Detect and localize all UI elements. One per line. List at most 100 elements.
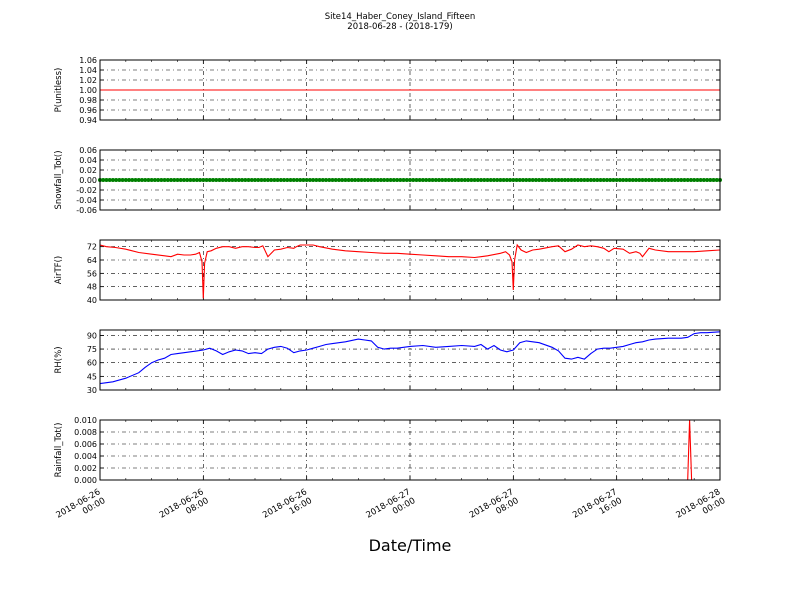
y-tick-label: 1.02 [79, 76, 97, 85]
series-point [181, 178, 186, 182]
y-tick-label: 72 [87, 243, 97, 252]
series-point [133, 178, 138, 182]
series-point [227, 178, 232, 182]
series-point [437, 178, 442, 182]
series-point [682, 178, 687, 182]
series-point [404, 178, 409, 182]
series-point [417, 178, 422, 182]
series-point [253, 178, 257, 182]
series-point [708, 178, 713, 182]
series-point [130, 178, 135, 182]
series-point [110, 178, 115, 182]
series-point [643, 178, 648, 182]
chart-title-line1: Site14_Haber_Coney_Island_Fifteen [325, 12, 476, 22]
series-point [472, 178, 477, 182]
series-point [663, 178, 668, 182]
y-tick-label: 0.000 [74, 476, 97, 485]
series-point [353, 178, 358, 182]
series-point [185, 178, 190, 182]
series-point [324, 178, 329, 182]
y-tick-label: 1.00 [79, 86, 97, 95]
panel-air-temperature: 40 48 56 64 72 AirTF() [54, 239, 721, 305]
series-point [288, 178, 293, 182]
series-point [262, 178, 267, 182]
series-point [501, 178, 506, 182]
series-point [366, 178, 371, 182]
series-point [466, 178, 471, 182]
series-point [414, 178, 419, 182]
series-point [301, 178, 306, 182]
y-tick-label: 0.06 [79, 146, 97, 155]
series-point [236, 178, 241, 182]
series-point [191, 178, 196, 182]
y-tick-label: 64 [87, 256, 97, 265]
series-point [408, 178, 412, 182]
series-point [433, 178, 438, 182]
series-point [220, 178, 225, 182]
series-point [320, 178, 325, 182]
series-point [566, 178, 571, 182]
series-point [272, 178, 277, 182]
series-point [275, 178, 280, 182]
series-point [178, 178, 183, 182]
series-point [640, 178, 645, 182]
series-point [604, 178, 609, 182]
y-tick-label: 0.02 [79, 166, 97, 175]
series-point [611, 178, 616, 182]
panel-snowfall: -0.06-0.04-0.020.000.020.040.06 Snowfall_… [54, 146, 722, 215]
series-point [314, 178, 319, 182]
series-point [521, 178, 526, 182]
series-point [249, 178, 254, 182]
series-point [650, 178, 655, 182]
series-point [666, 178, 671, 182]
series-point [278, 178, 283, 182]
series-point [495, 178, 500, 182]
y-tick-label: 56 [87, 269, 97, 278]
series-point [524, 178, 529, 182]
series-point [162, 178, 167, 182]
series-point [595, 178, 600, 182]
series-point [449, 178, 454, 182]
series-point [217, 178, 222, 182]
series-point [391, 178, 396, 182]
series-point [469, 178, 474, 182]
series-point [617, 178, 622, 182]
series-point [443, 178, 448, 182]
series-point [143, 178, 148, 182]
series-point [453, 178, 458, 182]
series-point [546, 178, 551, 182]
series-point [540, 178, 545, 182]
series-point [685, 178, 690, 182]
series-point [553, 178, 558, 182]
series-point [672, 178, 677, 182]
series-point [462, 178, 467, 182]
series-point [440, 178, 445, 182]
y-tick-label: 1.04 [79, 66, 97, 75]
series-point [336, 178, 341, 182]
series-point [598, 178, 603, 182]
series-point [285, 178, 290, 182]
y-tick-label: 0.96 [79, 106, 97, 115]
series-point [101, 178, 106, 182]
series-point [569, 178, 574, 182]
series-point [327, 178, 332, 182]
series-point [692, 178, 697, 182]
series-point [139, 178, 144, 182]
series-point [575, 178, 580, 182]
y-tick-label: 0.94 [79, 116, 97, 125]
y-axis-label: Snowfall_Tot() [54, 150, 64, 209]
y-axis-label: RH(%) [54, 346, 64, 373]
series-point [608, 178, 613, 182]
chart-title-line2: 2018-06-28 - (2018-179) [347, 22, 452, 32]
series-point [333, 178, 338, 182]
series-point [265, 178, 270, 182]
y-tick-label: 0.010 [74, 416, 97, 425]
series-point [207, 178, 212, 182]
series-point [491, 178, 496, 182]
series-point [169, 178, 174, 182]
series-point [104, 178, 109, 182]
series-point [340, 178, 345, 182]
